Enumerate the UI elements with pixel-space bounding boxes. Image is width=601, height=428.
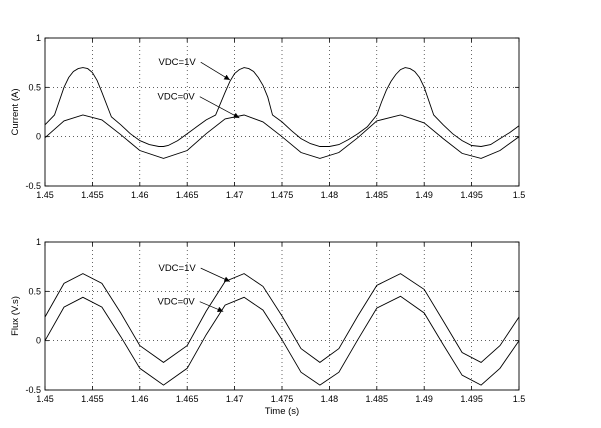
x-tick-label: 1.475 (271, 394, 294, 404)
x-tick-label: 1.495 (460, 190, 483, 200)
x-tick-label: 1.45 (36, 394, 54, 404)
annotation-arrow (199, 301, 224, 312)
x-tick-label: 1.5 (513, 394, 526, 404)
series-line-1 (44, 67, 520, 147)
series-line-1 (44, 273, 520, 363)
current-plot: 1.45 1.455 1.46 1.465 1.47 1.475 1.48 1.485 1.49… (10, 33, 525, 200)
annotation-label: VDC=1V (158, 57, 196, 68)
x-tick-label: 1.495 (460, 394, 483, 404)
x-tick-label: 1.49 (415, 394, 433, 404)
annotation-label: VDC=0V (158, 297, 196, 308)
x-axis-label: Time (s) (265, 406, 299, 417)
annotation-arrow (199, 96, 240, 119)
flux-plot: 1.45 1.455 1.46 1.465 1.47 1.475 1.48 1.485 1.49… (10, 237, 525, 417)
y-axis-label: Current (A) (10, 89, 21, 136)
annotation-label: VDC=1V (158, 263, 196, 274)
y-tick-label: 0 (36, 132, 41, 142)
x-tick-label: 1.465 (176, 394, 199, 404)
x-tick-label: 1.5 (513, 190, 526, 200)
y-tick-label: -0.5 (25, 181, 41, 191)
axes-frame (44, 241, 520, 391)
x-tick-label: 1.45 (36, 190, 54, 200)
x-tick-label: 1.455 (81, 190, 104, 200)
annotation-label: VDC=0V (158, 92, 196, 103)
axes-frame (44, 37, 520, 187)
y-tick-label: 1 (36, 33, 41, 43)
x-tick-label: 1.47 (226, 394, 244, 404)
annotation-arrow (200, 267, 231, 282)
y-axis-label: Flux (V.s) (10, 296, 21, 336)
x-tick-label: 1.48 (321, 190, 339, 200)
x-tick-label: 1.485 (366, 394, 389, 404)
x-tick-label: 1.48 (321, 394, 339, 404)
series-line-2 (44, 295, 520, 386)
y-tick-label: 0.5 (28, 82, 41, 92)
y-tick-label: -0.5 (25, 385, 41, 395)
series-line-2 (44, 114, 520, 159)
x-tick-label: 1.46 (131, 394, 149, 404)
y-tick-label: 1 (36, 237, 41, 247)
x-tick-label: 1.475 (271, 190, 294, 200)
y-tick-label: 0 (36, 336, 41, 346)
x-tick-label: 1.49 (415, 190, 433, 200)
y-tick-label: 0.5 (28, 286, 41, 296)
annotation-arrow (200, 61, 231, 81)
x-tick-label: 1.46 (131, 190, 149, 200)
x-tick-label: 1.455 (81, 394, 104, 404)
x-tick-label: 1.485 (366, 190, 389, 200)
x-tick-label: 1.465 (176, 190, 199, 200)
plot-area (45, 38, 519, 186)
x-tick-label: 1.47 (226, 190, 244, 200)
